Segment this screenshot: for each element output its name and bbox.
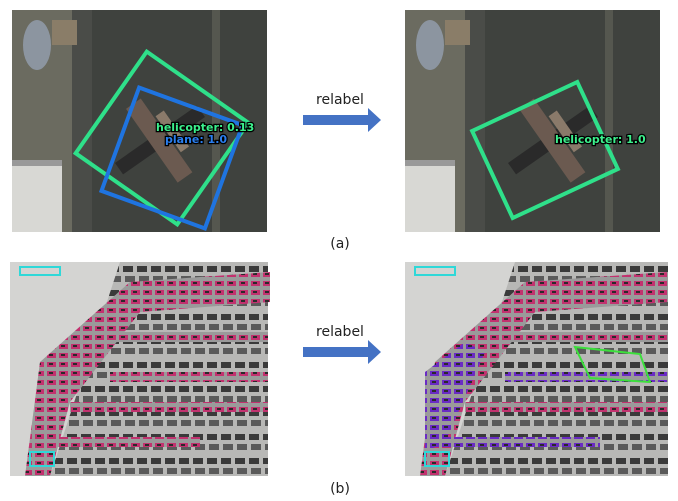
image-after-b [405,262,668,476]
arrow [303,108,381,132]
panel-label: (a) [330,236,350,252]
image-after-a [405,10,660,232]
image-before-b [10,262,270,476]
panel-label: (b) [330,481,350,497]
detection-label: plane: 1.0 [165,133,227,146]
detection-label: helicopter: 1.0 [555,133,646,146]
arrow-label: relabel [316,92,364,108]
arrow-label: relabel [316,324,364,340]
arrow [303,340,381,364]
figure: helicopter: 0.13 plane: 1.0 helicopter: … [0,0,678,501]
